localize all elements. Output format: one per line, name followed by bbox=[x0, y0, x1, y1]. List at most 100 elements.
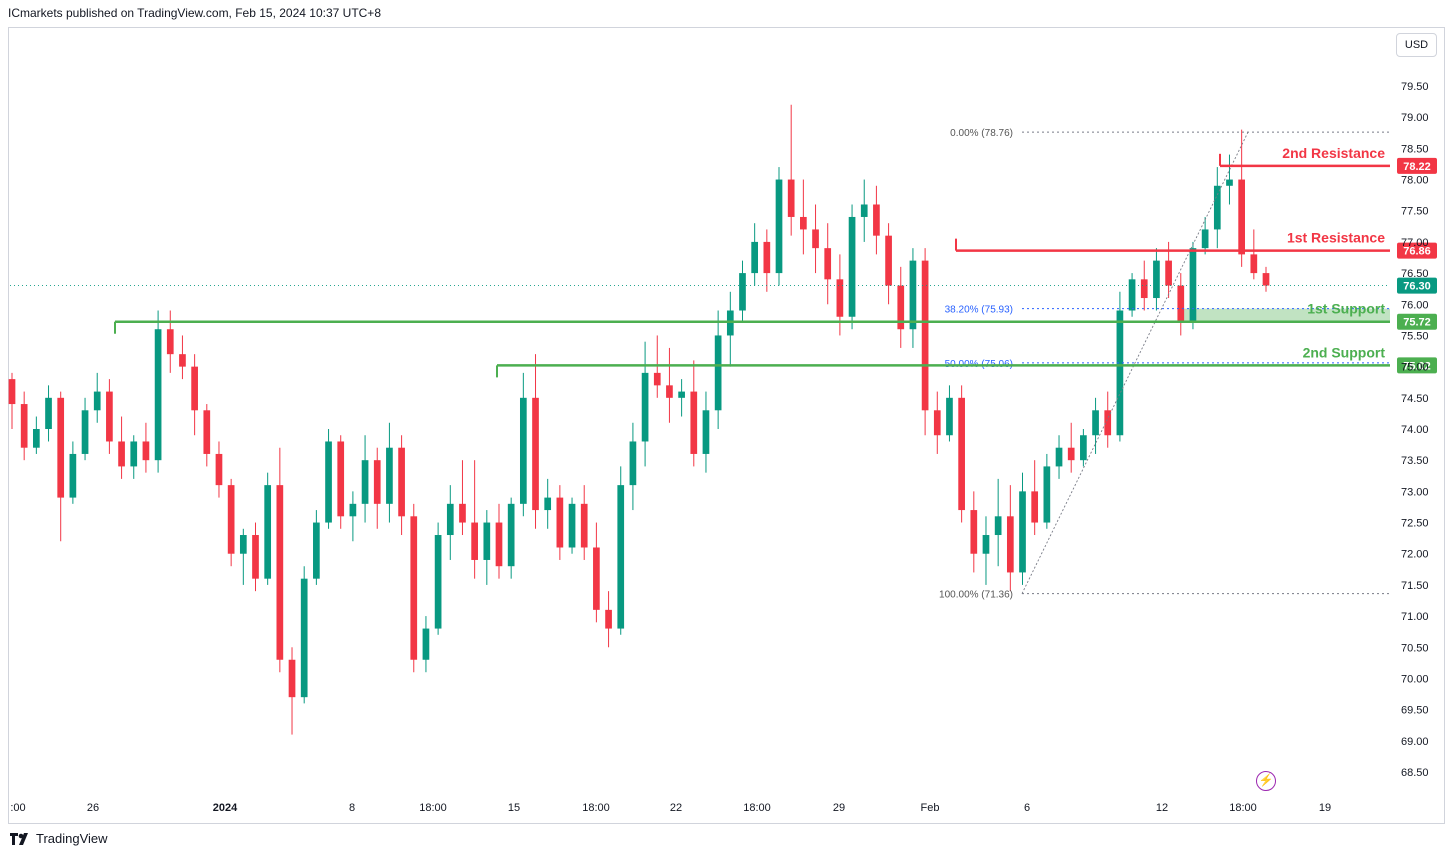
candle bbox=[532, 354, 539, 529]
candle-body bbox=[678, 391, 685, 398]
candle bbox=[1250, 229, 1258, 280]
candle-body bbox=[873, 204, 880, 236]
candle-body bbox=[130, 441, 138, 467]
candle bbox=[81, 397, 89, 461]
y-tick-label: 75.50 bbox=[1401, 330, 1429, 342]
y-tick-label: 74.50 bbox=[1401, 393, 1429, 405]
candle bbox=[1201, 216, 1209, 255]
candle bbox=[1043, 453, 1051, 529]
candle bbox=[325, 429, 332, 529]
candle-body bbox=[434, 535, 442, 629]
candle-body bbox=[1031, 491, 1039, 523]
candle-body bbox=[641, 372, 649, 442]
candle bbox=[812, 204, 819, 274]
candle-body bbox=[166, 329, 174, 355]
candle-body bbox=[946, 397, 953, 436]
candle-body bbox=[787, 179, 795, 217]
candle-body bbox=[933, 410, 941, 436]
candle bbox=[227, 478, 235, 567]
candle-body bbox=[909, 260, 917, 330]
candle bbox=[775, 167, 783, 286]
x-tick-label: 6 bbox=[1024, 802, 1030, 814]
candle-body bbox=[118, 441, 125, 467]
level-price-tag: 78.22 bbox=[1397, 157, 1437, 174]
candle-body bbox=[1201, 229, 1209, 249]
level-label: 2nd Support bbox=[1303, 344, 1386, 360]
x-tick-label: Feb bbox=[921, 802, 940, 814]
candle-body bbox=[288, 659, 296, 698]
candle bbox=[678, 379, 685, 417]
candle bbox=[1153, 248, 1160, 311]
candle-body bbox=[483, 522, 491, 560]
candle bbox=[179, 335, 186, 380]
candle-body bbox=[154, 329, 162, 461]
fib-level-label: 38.20% (75.93) bbox=[945, 305, 1013, 316]
chart-frame[interactable] bbox=[8, 27, 1445, 824]
x-tick-label: :00 bbox=[10, 802, 25, 814]
candle bbox=[300, 566, 308, 704]
candle bbox=[909, 248, 917, 348]
candle bbox=[690, 360, 698, 467]
bolt-icon[interactable]: ⚡ bbox=[1256, 771, 1276, 791]
candle-body bbox=[568, 503, 576, 548]
candle-body bbox=[361, 460, 369, 504]
candle bbox=[434, 522, 442, 635]
candle-body bbox=[410, 516, 418, 660]
candle bbox=[349, 491, 357, 542]
y-tick-label: 76.00 bbox=[1401, 299, 1429, 311]
candle-body bbox=[1019, 491, 1026, 573]
candle-body bbox=[702, 410, 710, 454]
candle bbox=[556, 485, 564, 560]
candle-body bbox=[349, 503, 357, 517]
candle bbox=[386, 422, 393, 523]
candle-body bbox=[836, 279, 844, 317]
y-tick-label: 77.50 bbox=[1401, 206, 1429, 218]
candle-body bbox=[33, 429, 40, 448]
candle-body bbox=[398, 447, 405, 517]
candle-body bbox=[800, 216, 807, 230]
candle bbox=[982, 516, 990, 585]
candle-body bbox=[848, 216, 856, 317]
candle bbox=[410, 503, 418, 673]
y-tick-label: 79.00 bbox=[1401, 112, 1429, 124]
support-zone bbox=[1180, 308, 1390, 322]
candle bbox=[1262, 266, 1270, 292]
price-levels: 2nd Resistance 78.22 1st Resistance 76.86 1s… bbox=[114, 145, 1437, 378]
candle bbox=[933, 391, 941, 454]
candle bbox=[580, 485, 588, 560]
candle-body bbox=[775, 179, 783, 274]
x-tick-label: 29 bbox=[833, 802, 845, 814]
candle bbox=[8, 372, 16, 429]
candle bbox=[142, 422, 150, 473]
candle-body bbox=[860, 204, 868, 217]
level-price-tag-bg bbox=[1397, 313, 1437, 330]
candle-body bbox=[1006, 516, 1014, 573]
y-tick-label: 70.00 bbox=[1401, 673, 1429, 685]
candle-body bbox=[1140, 279, 1148, 299]
candle-body bbox=[300, 578, 308, 698]
candle bbox=[544, 478, 552, 529]
candle-body bbox=[179, 354, 186, 367]
candle-body bbox=[714, 335, 722, 411]
level-price-tag: 76.86 bbox=[1397, 242, 1437, 259]
candle-body bbox=[81, 410, 89, 454]
candle bbox=[337, 435, 345, 529]
y-tick-label: 70.50 bbox=[1401, 642, 1429, 654]
level-label: 1st Support bbox=[1307, 301, 1385, 317]
candle bbox=[1092, 397, 1099, 454]
y-tick-label: 72.50 bbox=[1401, 518, 1429, 530]
candle-body bbox=[57, 397, 65, 498]
tradingview-brand[interactable]: TradingView bbox=[10, 831, 108, 846]
candle bbox=[288, 647, 296, 735]
candle bbox=[1226, 154, 1233, 205]
candle bbox=[726, 291, 734, 367]
x-tick-label: 8 bbox=[349, 802, 355, 814]
candle bbox=[897, 266, 905, 348]
price-axis: 68.50 69.00 69.50 70.00 70.50 71.00 71.50 72.00… bbox=[1401, 81, 1429, 779]
y-tick-label: 72.00 bbox=[1401, 549, 1429, 561]
candle-body bbox=[653, 372, 661, 386]
currency-button[interactable]: USD bbox=[1396, 33, 1437, 57]
level-price-tag-bg bbox=[1397, 357, 1437, 374]
candle bbox=[666, 347, 673, 423]
